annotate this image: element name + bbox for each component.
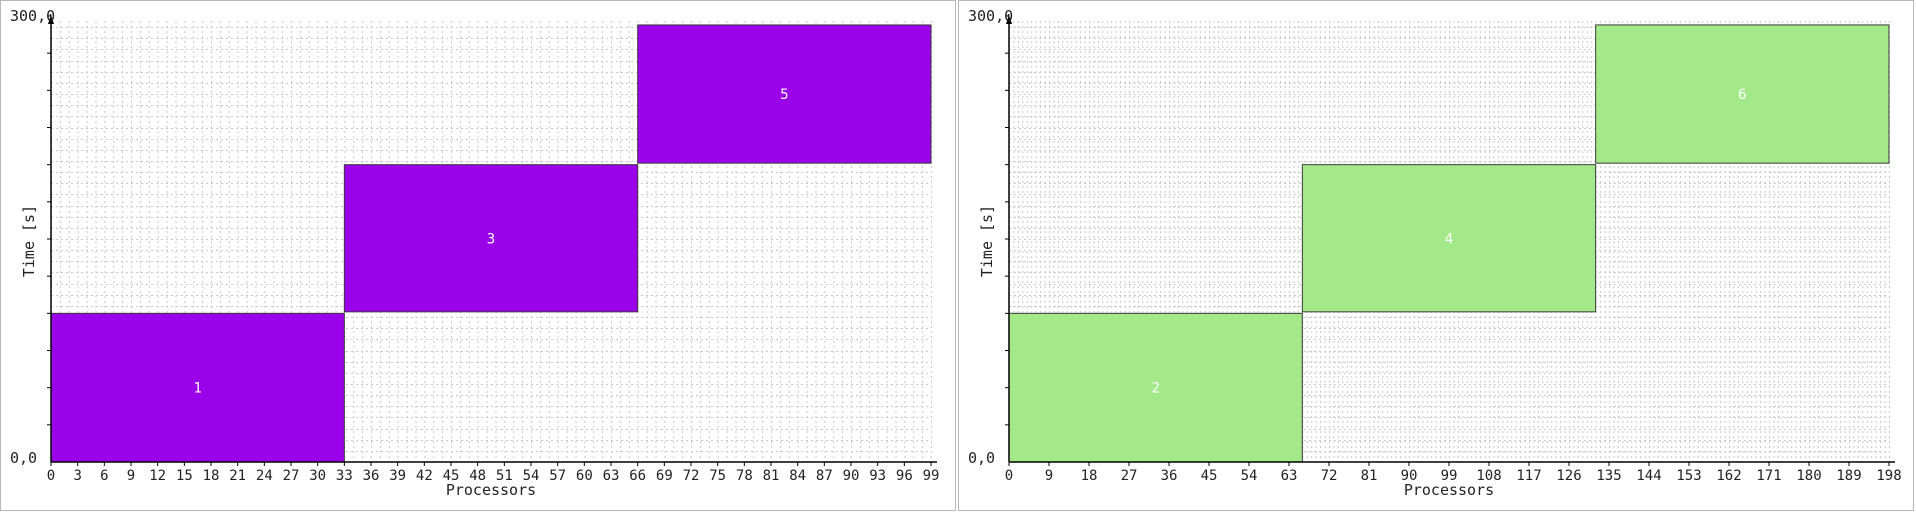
x-tick-label: 42: [416, 468, 433, 484]
x-tick-label: 90: [1401, 468, 1418, 484]
y-axis-arrow: [48, 15, 54, 24]
x-tick-label: 57: [549, 468, 566, 484]
x-tick-label: 87: [816, 468, 833, 484]
x-tick-label: 66: [629, 468, 646, 484]
x-tick-label: 54: [1241, 468, 1258, 484]
x-tick-label: 18: [203, 468, 220, 484]
x-tick-label: 18: [1081, 468, 1098, 484]
x-tick-label: 72: [1321, 468, 1338, 484]
x-tick-label: 72: [683, 468, 700, 484]
y-axis-label: Time [s]: [978, 205, 996, 277]
x-tick-label: 63: [1281, 468, 1298, 484]
x-tick-label: 9: [1045, 468, 1053, 484]
x-tick-label: 36: [1161, 468, 1178, 484]
x-tick-label: 33: [336, 468, 353, 484]
grid: [1009, 21, 1890, 462]
job-label: 6: [1738, 87, 1746, 103]
x-tick-label: 153: [1676, 468, 1701, 484]
x-tick-label: 96: [896, 468, 913, 484]
x-tick-label: 180: [1796, 468, 1821, 484]
x-tick-label: 99: [1441, 468, 1458, 484]
x-tick-label: 24: [256, 468, 273, 484]
x-tick-label: 75: [709, 468, 726, 484]
x-tick-label: 45: [443, 468, 460, 484]
x-tick-label: 0: [47, 468, 55, 484]
chart-panel-left: 1 3 5 0 3 6 9 12 15 18 21 24 27 30 33 36 39 42 45 48 51 54 57 6…: [0, 0, 956, 511]
x-axis-label: Processors: [1404, 481, 1494, 499]
x-tick-label: 27: [1121, 468, 1138, 484]
job-bar-3: [343, 164, 639, 313]
x-tick-label: 51: [496, 468, 513, 484]
job-bar-1: [50, 312, 345, 463]
x-tick-label: 15: [176, 468, 193, 484]
job-label: 4: [1445, 231, 1453, 247]
x-tick-label: 39: [389, 468, 406, 484]
x-tick-label: 60: [576, 468, 593, 484]
x-tick-label: 27: [283, 468, 300, 484]
x-tick-label: 171: [1756, 468, 1781, 484]
x-tick-label: 189: [1836, 468, 1861, 484]
x-tick-label: 45: [1201, 468, 1218, 484]
chart-panel-right: 2 4 6 0 9 18 27 36 45 54 63 72 81 90 99 108 117 126 135 144…: [958, 0, 1914, 511]
job-label: 3: [487, 231, 495, 247]
gantt-chart-right: 2 4 6 0 9 18 27 36 45 54 63 72 81 90 99 108 117 126 135 144…: [968, 7, 1902, 499]
x-tick-label: 84: [789, 468, 806, 484]
x-tick-label: 6: [100, 468, 108, 484]
x-tick-label: 81: [1361, 468, 1378, 484]
x-tick-label: 93: [869, 468, 886, 484]
y-bottom-label: 0,0: [10, 449, 37, 467]
x-tick-label: 36: [363, 468, 380, 484]
x-axis-label: Processors: [446, 481, 536, 499]
x-tick-label: 162: [1716, 468, 1741, 484]
x-tick-label: 126: [1556, 468, 1581, 484]
job-bar-6: [1595, 24, 1890, 164]
x-tick-label: 99: [923, 468, 940, 484]
y-top-label: 300,0: [968, 7, 1013, 25]
y-top-label: 300,0: [10, 7, 55, 25]
x-tick-label: 69: [656, 468, 673, 484]
job-label: 2: [1151, 381, 1159, 397]
x-tick-label: 144: [1636, 468, 1661, 484]
x-tick-label: 90: [843, 468, 860, 484]
x-tick-label: 48: [469, 468, 486, 484]
x-tick-label: 78: [736, 468, 753, 484]
x-tick-label: 21: [229, 468, 246, 484]
x-tick-label: 3: [73, 468, 81, 484]
x-tick-label: 108: [1476, 468, 1501, 484]
x-tick-label: 81: [763, 468, 780, 484]
job-label: 1: [193, 381, 201, 397]
y-axis-arrow: [1006, 15, 1012, 24]
job-bar-4: [1301, 164, 1597, 313]
x-tick-label: 0: [1005, 468, 1013, 484]
x-tick-label: 135: [1596, 468, 1621, 484]
x-tick-label: 117: [1516, 468, 1541, 484]
x-tick-label: 63: [603, 468, 620, 484]
x-tick-label: 54: [523, 468, 540, 484]
y-bottom-label: 0,0: [968, 449, 995, 467]
x-tick-label: 30: [309, 468, 326, 484]
x-tick-label: 198: [1876, 468, 1901, 484]
x-tick-label: 9: [127, 468, 135, 484]
job-label: 5: [780, 87, 788, 103]
y-axis-label: Time [s]: [20, 205, 38, 277]
job-bar-5: [637, 24, 932, 164]
x-tick-label: 12: [149, 468, 166, 484]
